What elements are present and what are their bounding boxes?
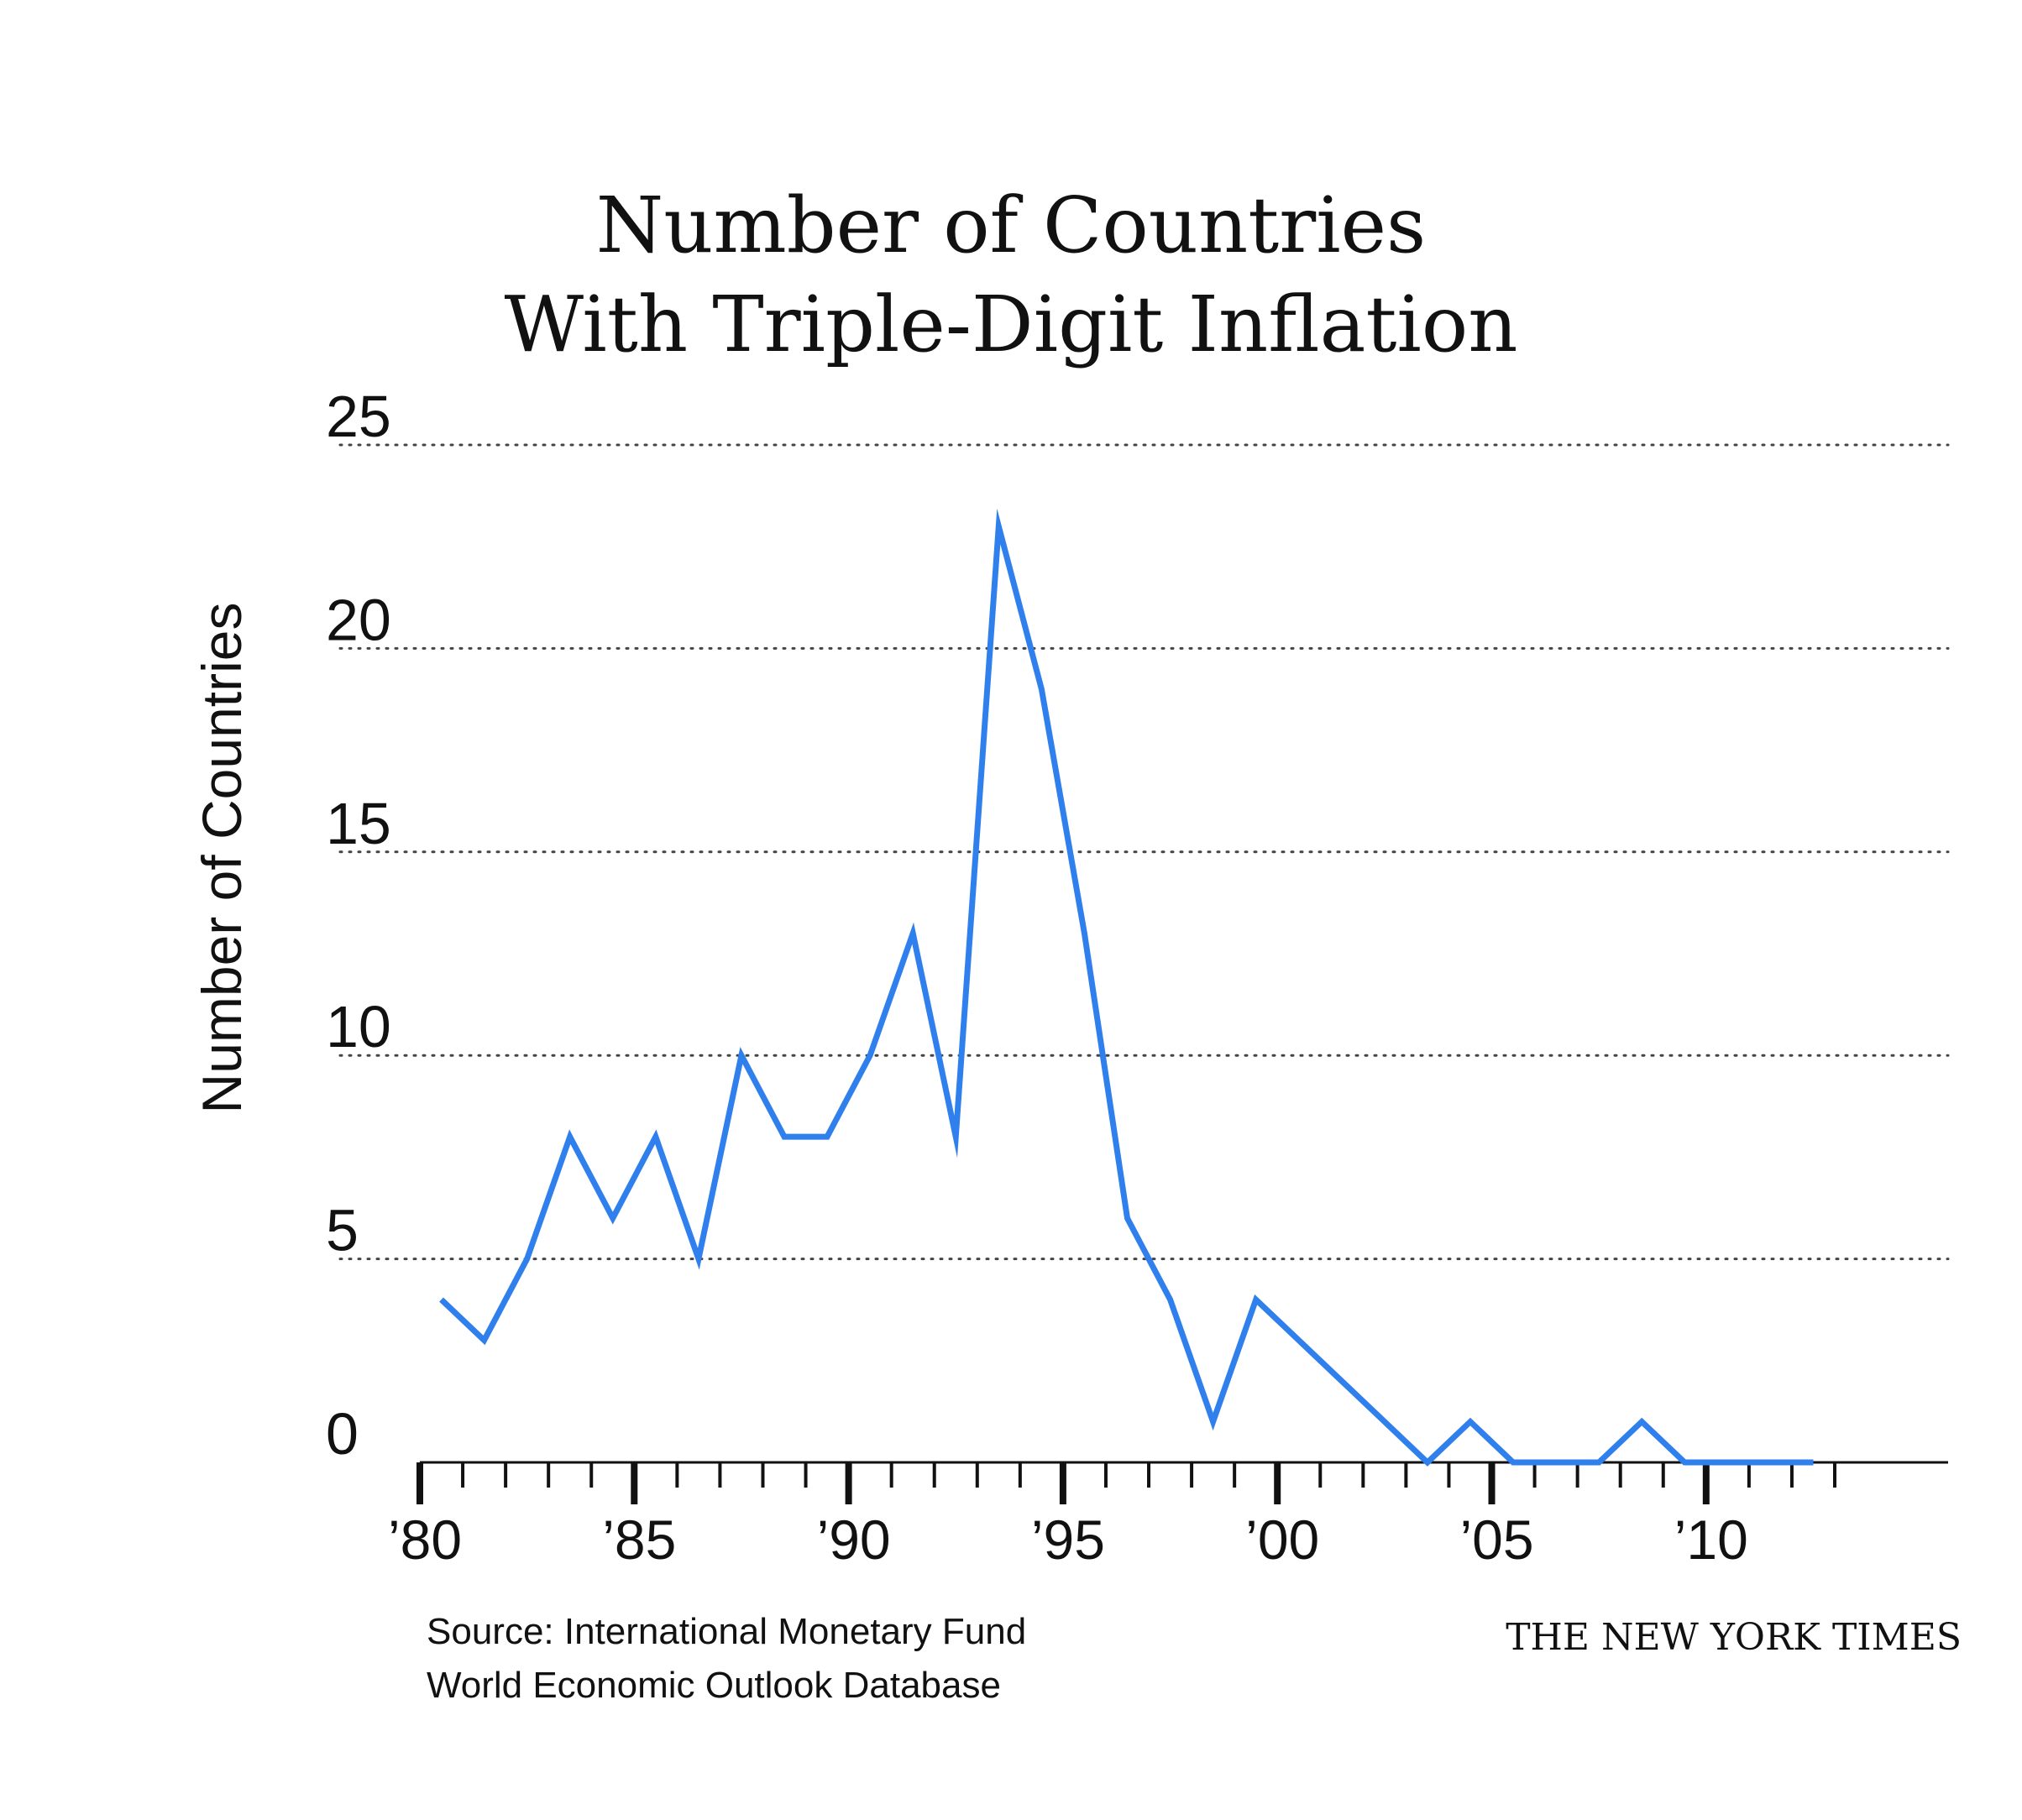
source-line-1: Source: International Monetary Fund [427, 1611, 1027, 1652]
y-tick-label-15: 15 [326, 791, 391, 856]
series-group [439, 508, 1814, 1467]
source-line-2: World Economic Outlook Database [427, 1665, 1001, 1706]
x-tick-label-1980: ’80 [388, 1509, 462, 1571]
x-tick-label-1990: ’90 [817, 1509, 891, 1571]
y-tick-label-0: 0 [326, 1401, 359, 1467]
chart-title-line-1: Number of Countries [595, 180, 1427, 270]
y-tick-label-5: 5 [326, 1198, 359, 1263]
x-tick-label-1985: ’85 [602, 1509, 676, 1571]
publisher-credit: THE NEW YORK TIMES [1506, 1616, 1962, 1659]
y-tick-labels: 0 5 10 15 20 25 [326, 384, 391, 1467]
x-tick-label-2000: ’00 [1245, 1509, 1319, 1571]
chart-title-line-2: With Triple-Digit Inflation [504, 280, 1518, 369]
y-tick-label-20: 20 [326, 587, 391, 652]
x-axis: ’80 ’85 ’90 ’95 ’00 ’05 ’10 [388, 1461, 1948, 1571]
source-note: Source: International Monetary Fund Worl… [427, 1605, 1026, 1713]
x-tick-label-2010: ’10 [1674, 1509, 1748, 1571]
series-line-0 [439, 508, 1814, 1467]
gridlines [338, 443, 1950, 1261]
x-tick-label-2005: ’05 [1459, 1509, 1533, 1571]
x-tick-label-1995: ’95 [1031, 1509, 1105, 1571]
y-tick-label-10: 10 [326, 994, 391, 1059]
chart-title: Number of Countries With Triple-Digit In… [0, 176, 2022, 374]
y-tick-label-25: 25 [326, 384, 391, 449]
